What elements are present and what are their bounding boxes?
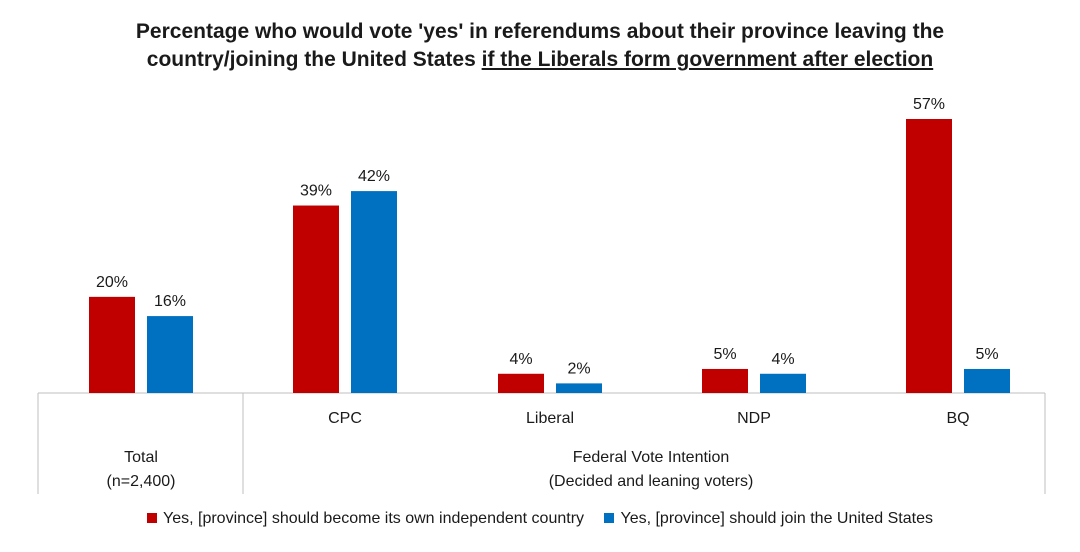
legend: Yes, [province] should become its own in… <box>0 510 1080 528</box>
legend-item-independent: Yes, [province] should become its own in… <box>147 510 584 528</box>
chart-title-line-2: country/joining the United States if the… <box>0 46 1080 74</box>
chart-title-line-2-underlined: if the Liberals form government after el… <box>481 48 934 71</box>
bar-s2-cpc <box>351 191 397 393</box>
bar-s1-ndp <box>702 368 748 393</box>
bar-s1-liberal <box>498 373 544 393</box>
bar-s2-liberal <box>556 383 602 393</box>
data-label-s2-bq: 5% <box>975 346 998 363</box>
bar-s1-total <box>89 296 135 393</box>
group-label-federal-sub: (Decided and leaning voters) <box>549 473 754 490</box>
data-label-s2-cpc: 42% <box>358 168 390 185</box>
category-label-liberal: Liberal <box>526 410 574 427</box>
chart-title-line-2-plain: country/joining the United States <box>146 48 482 71</box>
group-label-total-n: (n=2,400) <box>107 473 176 490</box>
data-label-s1-total: 20% <box>96 274 128 291</box>
data-label-s1-ndp: 5% <box>713 346 736 363</box>
data-label-s1-liberal: 4% <box>509 351 532 368</box>
data-label-s2-total: 16% <box>154 293 186 310</box>
data-label-s1-cpc: 39% <box>300 183 332 200</box>
legend-item-join-us: Yes, [province] should join the United S… <box>604 510 933 528</box>
bar-s1-cpc <box>293 205 339 393</box>
data-label-s2-ndp: 4% <box>771 351 794 368</box>
bar-s2-bq <box>964 368 1010 393</box>
bar-s1-bq <box>906 119 952 393</box>
category-label-bq: BQ <box>946 410 969 427</box>
category-label-ndp: NDP <box>737 410 771 427</box>
legend-swatch-join-us <box>604 513 615 523</box>
bar-s2-ndp <box>760 373 806 393</box>
legend-label-join-us: Yes, [province] should join the United S… <box>620 510 933 527</box>
category-label-cpc: CPC <box>328 410 362 427</box>
data-label-s1-bq: 57% <box>913 96 945 113</box>
chart-title: Percentage who would vote 'yes' in refer… <box>0 18 1080 74</box>
legend-swatch-independent <box>147 513 158 523</box>
legend-label-independent: Yes, [province] should become its own in… <box>163 510 585 527</box>
group-label-total: Total <box>124 449 158 466</box>
data-label-s2-liberal: 2% <box>567 360 590 377</box>
group-label-federal: Federal Vote Intention <box>573 449 730 466</box>
bar-s2-total <box>147 316 193 393</box>
chart-title-line-1: Percentage who would vote 'yes' in refer… <box>135 20 945 43</box>
